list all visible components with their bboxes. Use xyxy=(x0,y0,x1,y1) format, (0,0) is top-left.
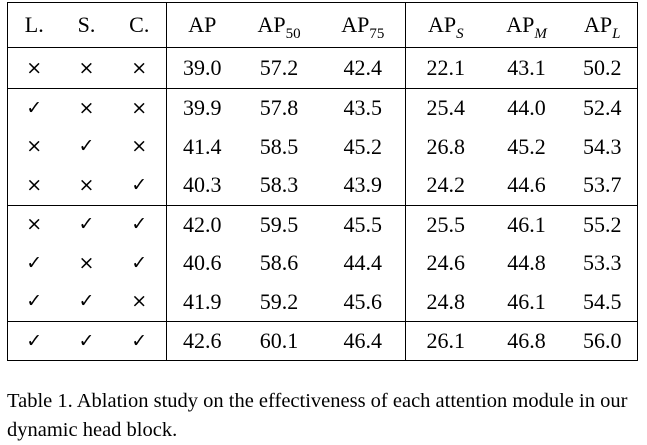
metric-cell: 24.2 xyxy=(405,166,486,206)
metric-cell: 24.8 xyxy=(426,288,466,314)
metric-cell: 44.4 xyxy=(320,244,406,283)
metric-cell: 58.3 xyxy=(237,166,321,206)
module-flag-cell: ✓ xyxy=(7,321,61,361)
header-row: L. S. C. AP AP50 AP75 APS APM APL xyxy=(7,2,638,48)
metric-cell: 44.6 xyxy=(485,166,568,206)
metric-cell: 43.1 xyxy=(485,47,568,89)
module-flag-cell: ✓ xyxy=(78,213,95,236)
header-cell-aps: APS xyxy=(405,2,486,48)
metric-cell: 50.2 xyxy=(567,47,638,89)
module-flag-cell: ✓ xyxy=(112,205,167,244)
module-flag-cell: × xyxy=(112,127,167,166)
metric-cell: 59.5 xyxy=(259,211,299,237)
metric-cell: 60.1 xyxy=(237,321,321,361)
metric-cell: 40.3 xyxy=(166,166,238,206)
metric-cell: 58.5 xyxy=(259,133,299,159)
metric-cell: 57.2 xyxy=(237,47,321,89)
table-row: × ✓ ✓ 42.0 59.5 45.5 25.5 46.1 55.2 xyxy=(8,205,638,244)
header-cell-l: L. xyxy=(7,2,61,48)
table-row: ✓ ✓ ✓ 42.6 60.1 46.4 26.1 46.8 56.0 xyxy=(7,321,638,361)
metric-cell: 24.6 xyxy=(426,250,466,276)
metric-cell: 39.0 xyxy=(166,47,238,89)
metric-cell: 42.4 xyxy=(320,47,406,89)
metric-cell: 46.1 xyxy=(507,211,546,237)
module-flag-cell: ✓ xyxy=(60,321,113,361)
header-cell-ap75: AP75 xyxy=(320,2,406,48)
metric-cell: 25.5 xyxy=(426,211,466,237)
metric-cell: 56.0 xyxy=(567,321,638,361)
metric-cell: 45.5 xyxy=(320,205,406,244)
table-row: ✓ × ✓ 40.6 58.6 44.4 24.6 44.8 53.3 xyxy=(8,244,638,283)
module-flag-cell: × xyxy=(78,251,95,274)
table-caption: Table 1. Ablation study on the effective… xyxy=(7,390,628,441)
module-flag-cell: × xyxy=(60,166,113,206)
module-flag-cell: × xyxy=(26,135,43,158)
module-flag-cell: ✓ xyxy=(78,290,95,313)
metric-cell: 40.6 xyxy=(183,250,222,276)
module-flag-cell: ✓ xyxy=(78,135,95,158)
header-cell-c: C. xyxy=(112,2,167,48)
metric-cell: 46.1 xyxy=(507,288,546,314)
metric-cell: 45.2 xyxy=(320,127,406,166)
metric-cell: 41.9 xyxy=(183,288,222,314)
metric-cell: 45.6 xyxy=(320,282,406,322)
metric-cell: 26.1 xyxy=(405,321,486,361)
metric-cell: 43.9 xyxy=(320,166,406,206)
metric-cell: 57.8 xyxy=(259,95,299,121)
module-flag-cell: × xyxy=(112,282,167,322)
table-row: ✓ ✓ × 41.9 59.2 45.6 24.8 46.1 54.5 xyxy=(8,282,638,322)
metric-cell: 42.6 xyxy=(166,321,238,361)
table-row: × × × 39.0 57.2 42.4 22.1 43.1 50.2 xyxy=(7,47,638,89)
metric-cell: 54.5 xyxy=(583,288,622,314)
metric-cell: 58.6 xyxy=(259,250,299,276)
metric-cell: 53.7 xyxy=(567,166,638,206)
ablation-table: L. S. C. AP AP50 AP75 APS APM APL × × × 39.… xyxy=(7,2,638,361)
metric-cell: 43.5 xyxy=(320,88,406,128)
metric-cell: 52.4 xyxy=(583,95,622,121)
module-flag-cell: ✓ xyxy=(112,321,167,361)
header-cell-ap50: AP50 xyxy=(237,2,321,48)
module-flag-cell: × xyxy=(26,213,43,236)
header-cell-apl: APL xyxy=(567,2,638,48)
header-cell-ap: AP xyxy=(166,2,238,48)
metric-cell: 45.2 xyxy=(507,133,546,159)
module-flag-cell: × xyxy=(112,88,167,128)
table-row: × ✓ × 41.4 58.5 45.2 26.8 45.2 54.3 xyxy=(8,127,638,166)
metric-cell: 59.2 xyxy=(259,288,299,314)
module-flag-cell: ✓ xyxy=(26,96,43,119)
metric-cell: 39.9 xyxy=(183,95,222,121)
module-flag-cell: × xyxy=(112,47,167,89)
header-cell-s: S. xyxy=(60,2,113,48)
module-flag-cell: ✓ xyxy=(112,166,167,206)
metric-cell: 46.8 xyxy=(485,321,568,361)
metric-cell: 42.0 xyxy=(183,211,222,237)
table-row: ✓ × × 39.9 57.8 43.5 25.4 44.0 52.4 xyxy=(8,88,638,128)
metric-cell: 22.1 xyxy=(405,47,486,89)
metric-cell: 25.4 xyxy=(426,95,466,121)
module-flag-cell: ✓ xyxy=(26,251,43,274)
module-flag-cell: × xyxy=(78,96,95,119)
header-cell-apm: APM xyxy=(485,2,568,48)
module-flag-cell: ✓ xyxy=(26,290,43,313)
table-row: × × ✓ 40.3 58.3 43.9 24.2 44.6 53.7 xyxy=(7,166,638,206)
metric-cell: 53.3 xyxy=(583,250,622,276)
metric-cell: 55.2 xyxy=(583,211,622,237)
module-flag-cell: × xyxy=(7,47,61,89)
metric-cell: 44.8 xyxy=(507,250,546,276)
metric-cell: 26.8 xyxy=(426,133,466,159)
module-flag-cell: × xyxy=(7,166,61,206)
metric-cell: 44.0 xyxy=(507,95,546,121)
metric-cell: 41.4 xyxy=(183,133,222,159)
module-flag-cell: × xyxy=(60,47,113,89)
module-flag-cell: ✓ xyxy=(112,244,167,283)
metric-cell: 46.4 xyxy=(320,321,406,361)
metric-cell: 54.3 xyxy=(583,133,622,159)
